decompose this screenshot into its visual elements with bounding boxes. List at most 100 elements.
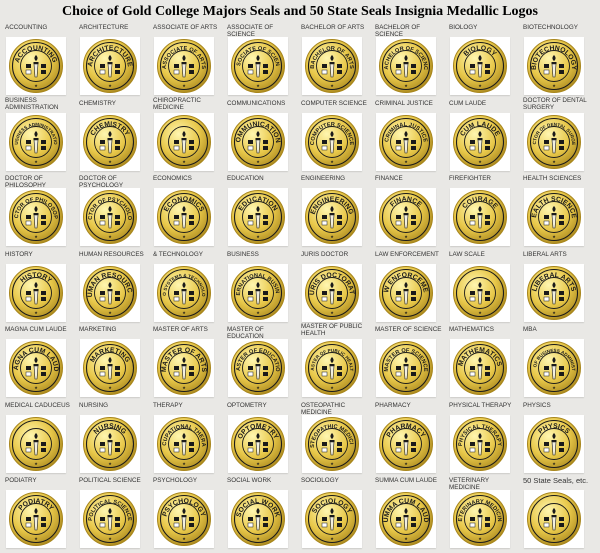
seal-image[interactable]: ACCOUNTING ★ [6, 37, 66, 95]
seal-item[interactable]: PSYCHOLOGY PSYCHOLOGY ★ [152, 477, 226, 553]
seal-item[interactable]: ENGINEERING ENGINEERING ★ [300, 175, 374, 251]
seal-image[interactable]: COMPUTER SCIENCE ★ [302, 112, 362, 171]
seal-image[interactable]: PHARMACY ★ [376, 414, 436, 473]
seal-item[interactable]: SUMMA CUM LAUDE SUMMA CUM LAUDE ★ [374, 477, 448, 553]
seal-image[interactable]: OCCUPATIONAL THERAPY ★ [154, 414, 214, 473]
seal-item[interactable]: PHYSICAL THERAPY PHYSICAL THERAPY ★ [448, 402, 522, 478]
seal-item[interactable]: PHYSICS PHYSICS ★ [522, 402, 596, 478]
seal-image[interactable]: PHYSICAL THERAPY ★ [450, 414, 510, 473]
seal-item[interactable]: HEALTH SCIENCES HEALTH SCIENCES ★ [522, 175, 596, 251]
seal-item[interactable]: SOCIOLOGY SOCIOLOGY ★ [300, 477, 374, 553]
seal-image[interactable]: PODIATRY ★ [6, 490, 66, 548]
seal-image[interactable]: ASSOCIATE OF SCIENCE ★ [228, 37, 288, 95]
seal-item[interactable]: MAGNA CUM LAUDE MAGNA CUM LAUDE ★ [4, 326, 78, 402]
seal-image[interactable]: SOCIOLOGY ★ [302, 490, 362, 548]
seal-image[interactable]: MASTER OF BUSINESS ADMINISTRATION ★ [524, 339, 584, 397]
seal-item[interactable]: MASTER OF ARTS MASTER OF ARTS ★ [152, 326, 226, 402]
seal-image[interactable]: SUMMA CUM LAUDE ★ [376, 490, 436, 548]
seal-image[interactable]: ASSOCIATE OF ARTS ★ [154, 37, 214, 95]
seal-image[interactable]: MATHEMATICS ★ [450, 339, 510, 397]
seal-image[interactable]: VETERINARY MEDICINE ★ [450, 490, 510, 548]
seal-image[interactable]: DOCTOR OF DENTAL SURGERY ★ [524, 112, 584, 171]
seal-item[interactable]: PODIATRY PODIATRY ★ [4, 477, 78, 553]
seal-item[interactable]: ASSOCIATE OF ARTS ASSOCIATE OF ARTS ★ [152, 24, 226, 100]
seal-image[interactable]: DOCTOR OF PHILOSOPHY ★ [6, 188, 66, 246]
seal-item[interactable]: BIOTECHNOLOGY BIOTECHNOLOGY ★ [522, 24, 596, 100]
seal-item[interactable]: MBA MASTER OF BUSINESS ADMINISTRATION ★ [522, 326, 596, 402]
seal-item[interactable]: ACCOUNTING ACCOUNTING ★ [4, 24, 78, 100]
seal-item[interactable]: PHARMACY PHARMACY ★ [374, 402, 448, 478]
seal-item[interactable]: CHIROPRACTIC MEDICINE ★ [152, 97, 226, 176]
seal-image[interactable]: MARKETING ★ [80, 339, 140, 397]
seal-image[interactable]: BUSINESS ADMINISTRATION ★ [6, 112, 66, 171]
seal-item[interactable]: MASTER OF SCIENCE MASTER OF SCIENCE ★ [374, 326, 448, 402]
seal-image[interactable]: NURSING ★ [80, 414, 140, 473]
seal-item[interactable]: OPTOMETRY OPTOMETRY ★ [226, 402, 300, 478]
seal-image[interactable]: MAGNA CUM LAUDE ★ [6, 339, 66, 397]
seal-item[interactable]: CHEMISTRY CHEMISTRY ★ [78, 100, 152, 176]
seal-item[interactable]: MASTER OF EDUCATION MASTER OF EDUCATION … [226, 326, 300, 402]
seal-image[interactable]: COURAGE ★ [450, 188, 510, 246]
seal-item[interactable]: SOCIAL WORK SOCIAL WORK ★ [226, 477, 300, 553]
seal-image[interactable]: OSTEOPATHIC MEDICINE ★ [302, 414, 362, 473]
seal-item[interactable]: 50 State Seals, etc. ★ [522, 477, 596, 553]
seal-item[interactable]: ECONOMICS ECONOMICS ★ [152, 175, 226, 251]
seal-item[interactable]: LAW SCALE ★ [448, 251, 522, 327]
seal-item[interactable]: ASSOCIATE OF SCIENCE ASSOCIATE OF SCIENC… [226, 24, 300, 100]
seal-image[interactable]: JURIS DOCTORATE ★ [302, 263, 362, 322]
seal-image[interactable]: MASTER OF SCIENCE ★ [376, 339, 436, 397]
seal-image[interactable]: DOCTOR OF PSYCHOLOGY ★ [80, 188, 140, 246]
seal-image[interactable]: ★ [524, 490, 584, 548]
seal-image[interactable]: MASTER OF EDUCATION ★ [228, 339, 288, 397]
seal-item[interactable]: EDUCATION EDUCATION ★ [226, 175, 300, 251]
seal-item[interactable]: THERAPY OCCUPATIONAL THERAPY ★ [152, 402, 226, 478]
seal-image[interactable]: CHEMISTRY ★ [80, 112, 140, 171]
seal-item[interactable]: HISTORY HISTORY ★ [4, 251, 78, 327]
seal-image[interactable]: EDUCATION ★ [228, 188, 288, 246]
seal-item[interactable]: JURIS DOCTOR JURIS DOCTORATE ★ [300, 251, 374, 327]
seal-item[interactable]: BIOLOGY BIOLOGY ★ [448, 24, 522, 100]
seal-item[interactable]: & TECHNOLOGY INFO SYSTEMS & TECHNOLOGY ★ [152, 251, 226, 327]
seal-image[interactable]: BACHELOR OF ARTS ★ [302, 37, 362, 95]
seal-image[interactable]: POLITICAL SCIENCE ★ [80, 490, 140, 548]
seal-image[interactable]: CRIMINAL JUSTICE ★ [376, 112, 436, 171]
seal-image[interactable]: MASTER OF ARTS ★ [154, 339, 214, 397]
seal-item[interactable]: MATHEMATICS MATHEMATICS ★ [448, 326, 522, 402]
seal-item[interactable]: OSTEOPATHIC MEDICINE OSTEOPATHIC MEDICIN… [300, 402, 374, 478]
seal-item[interactable]: HUMAN RESOURCES HUMAN RESOURCES ★ [78, 251, 152, 327]
seal-item[interactable]: COMMUNICATIONS COMMUNICATIONS ★ [226, 100, 300, 176]
seal-image[interactable]: ECONOMICS ★ [154, 188, 214, 246]
seal-image[interactable]: CUM LAUDE ★ [450, 112, 510, 171]
seal-item[interactable]: DOCTOR OF DENTAL SURGERY DOCTOR OF DENTA… [522, 97, 596, 176]
seal-item[interactable]: MEDICAL CADUCEUS ★ [4, 402, 78, 478]
seal-item[interactable]: CUM LAUDE CUM LAUDE ★ [448, 100, 522, 176]
seal-image[interactable]: LIBERAL ARTS ★ [524, 263, 584, 322]
seal-item[interactable]: ARCHITECTURE ARCHITECTURE ★ [78, 24, 152, 100]
seal-image[interactable]: HISTORY ★ [6, 263, 66, 322]
seal-item[interactable]: VETERINARY MEDICINE VETERINARY MEDICINE … [448, 477, 522, 553]
seal-item[interactable]: BACHELOR OF SCIENCE BACHELOR OF SCIENCE … [374, 24, 448, 100]
seal-item[interactable]: FIREFIGHTER COURAGE ★ [448, 175, 522, 251]
seal-item[interactable]: BUSINESS ADMINISTRATION BUSINESS ADMINIS… [4, 97, 78, 176]
seal-image[interactable]: BIOLOGY ★ [450, 37, 510, 95]
seal-image[interactable]: ARCHITECTURE ★ [80, 37, 140, 95]
seal-item[interactable]: BACHELOR OF ARTS BACHELOR OF ARTS ★ [300, 24, 374, 100]
seal-image[interactable]: OPTOMETRY ★ [228, 414, 288, 473]
seal-image[interactable]: FINANCE ★ [376, 188, 436, 246]
seal-item[interactable]: FINANCE FINANCE ★ [374, 175, 448, 251]
seal-image[interactable]: INFO SYSTEMS & TECHNOLOGY ★ [154, 263, 214, 322]
seal-image[interactable]: MASTER OF PUBLIC HEALTH ★ [302, 339, 362, 397]
seal-image[interactable]: ★ [154, 112, 214, 171]
seal-item[interactable]: DOCTOR OF PHILOSOPHY DOCTOR OF PHILOSOPH… [4, 175, 78, 251]
seal-item[interactable]: NURSING NURSING ★ [78, 402, 152, 478]
seal-item[interactable]: LIBERAL ARTS LIBERAL ARTS ★ [522, 251, 596, 327]
seal-item[interactable]: BUSINESS INTERNATIONAL BUSINESS ★ [226, 251, 300, 327]
seal-image[interactable]: ★ [6, 414, 66, 473]
seal-item[interactable]: POLITICAL SCIENCE POLITICAL SCIENCE ★ [78, 477, 152, 553]
seal-image[interactable]: SOCIAL WORK ★ [228, 490, 288, 548]
seal-image[interactable]: HEALTH SCIENCES ★ [524, 188, 584, 246]
seal-item[interactable]: COMPUTER SCIENCE COMPUTER SCIENCE ★ [300, 100, 374, 176]
seal-image[interactable]: COMMUNICATIONS ★ [228, 112, 288, 171]
seal-image[interactable]: ENGINEERING ★ [302, 188, 362, 246]
seal-image[interactable]: ★ [450, 263, 510, 322]
